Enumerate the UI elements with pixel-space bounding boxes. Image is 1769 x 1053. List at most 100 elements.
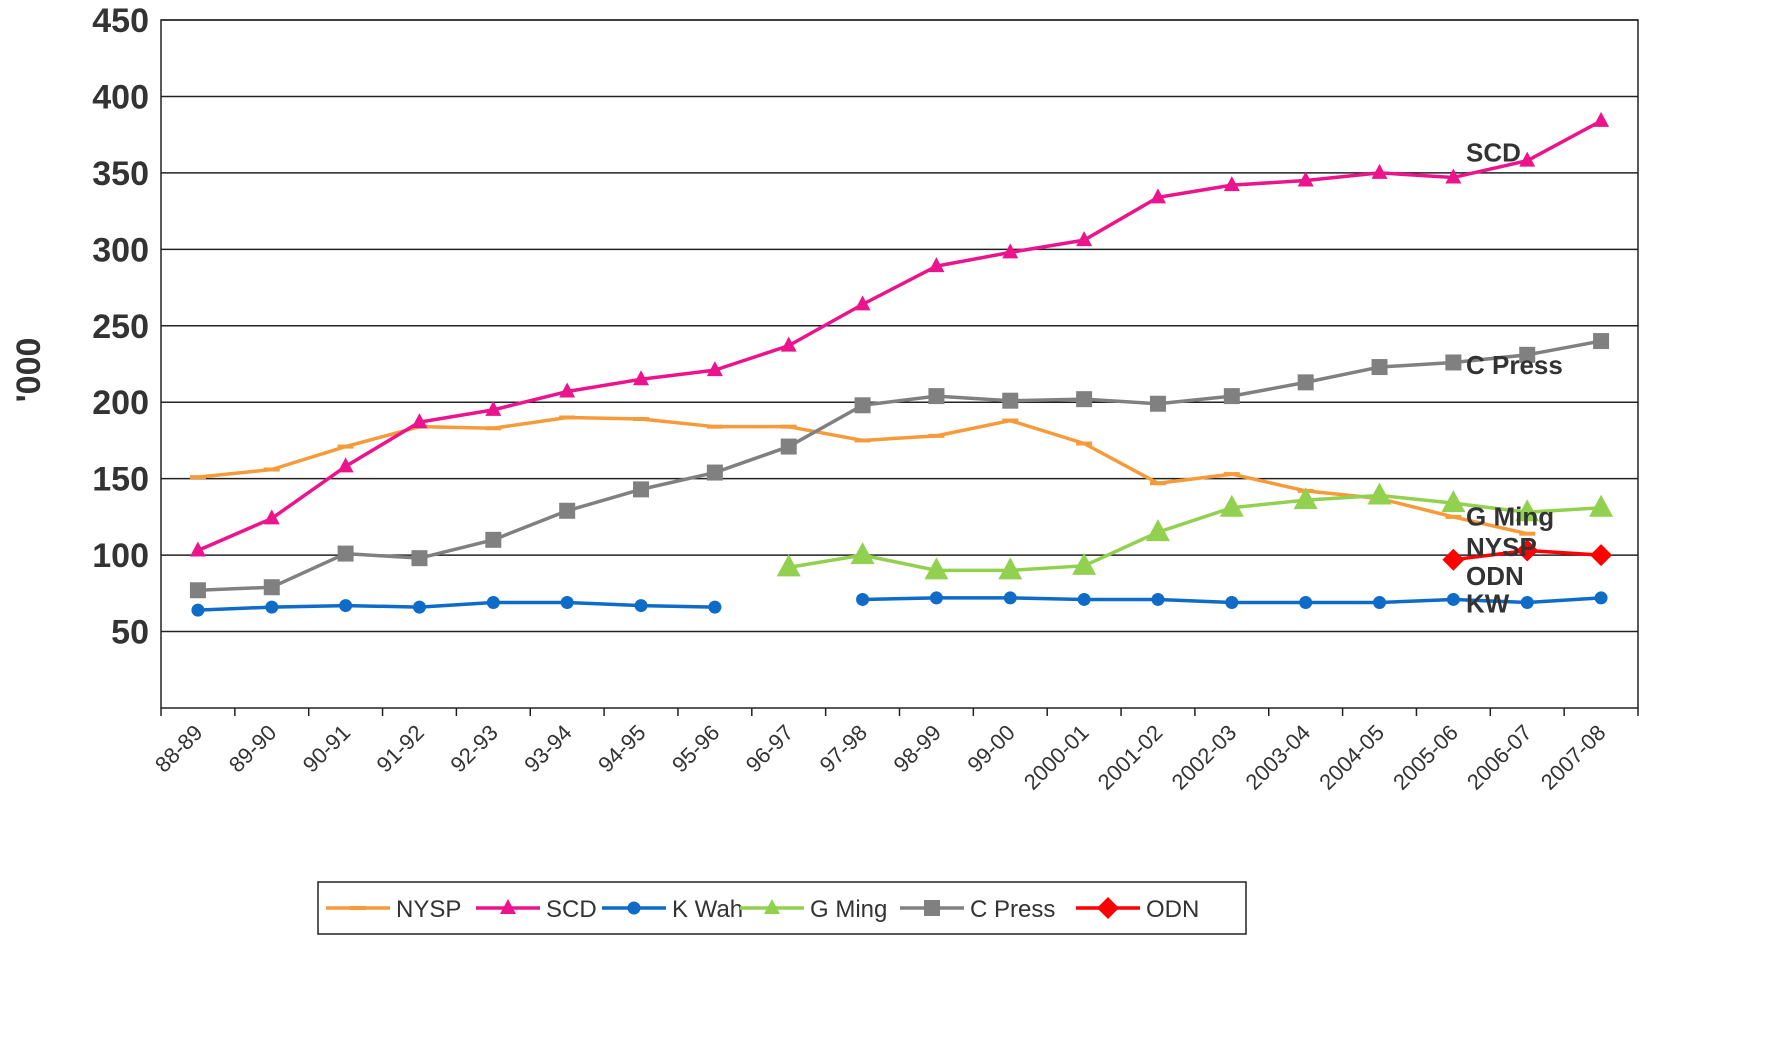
data-point [337,457,354,473]
data-point [1516,539,1539,562]
x-tick-label: 90-91 [298,720,355,777]
data-point [1072,552,1097,575]
data-point [411,550,428,567]
x-tick-label: 97-98 [815,720,872,777]
data-point [1149,188,1166,204]
data-point [1442,548,1465,571]
data-point [780,336,797,352]
data-point [706,361,723,377]
data-point [1593,111,1610,127]
series-line [197,339,1602,593]
data-point [1002,418,1019,423]
data-point [339,599,353,613]
data-point [929,591,943,605]
data-point [1151,592,1165,606]
end-label: KW [1466,589,1510,619]
data-point [1441,490,1466,513]
data-point [1594,591,1608,605]
y-tick-label: 300 [92,231,149,269]
data-point [1297,374,1314,391]
y-tick-label: 100 [92,537,149,575]
data-point [854,397,871,414]
data-point [627,901,641,915]
data-point [633,417,650,422]
data-point [854,295,871,311]
legend-label: C Press [970,896,1055,923]
data-point [559,502,576,519]
x-tick-label: 92-93 [445,720,502,777]
x-tick-label: 98-99 [888,720,945,777]
series-line [197,119,1602,553]
x-tick-label: 99-00 [962,720,1019,777]
legend-label: G Ming [810,896,887,923]
end-label: ODN [1466,561,1524,591]
data-point [191,603,205,617]
end-label: C Press [1466,350,1563,380]
data-point [1223,176,1240,192]
legend-label: K Wah [672,896,743,923]
series-g-ming [776,482,1614,580]
x-tick-label: 2001-02 [1093,720,1168,795]
data-point [559,415,576,420]
y-tick-label: 200 [92,384,149,422]
data-point [1371,359,1388,376]
data-point [1002,243,1019,259]
data-point [1520,596,1534,610]
data-point [998,557,1023,580]
x-tick-label: 95-96 [667,720,724,777]
y-tick-label: 450 [92,2,149,40]
data-point [1445,168,1462,184]
x-tick-label: 2005-06 [1388,720,1463,795]
data-point [1002,392,1019,409]
data-point [263,579,280,596]
x-tick-label: 89-90 [224,720,281,777]
data-point [263,467,280,472]
x-tick-label: 2003-04 [1240,720,1315,795]
data-point [1593,333,1610,350]
data-point [780,438,797,455]
data-point [1590,544,1613,567]
data-point [1445,354,1462,371]
data-point [764,899,780,914]
y-tick-label: 350 [92,155,149,193]
data-point [1223,388,1240,405]
data-point [928,388,945,405]
series-c-press [189,333,1610,599]
data-point [1223,472,1240,477]
legend-label: ODN [1146,896,1199,923]
end-label: NYSP [1466,532,1537,562]
data-point [1076,231,1093,247]
data-point [1003,591,1017,605]
data-point [189,475,206,480]
x-tick-label: 2002-03 [1167,720,1242,795]
data-point [706,424,723,429]
data-point [708,600,722,614]
y-tick-label: 400 [92,78,149,116]
data-point [1293,487,1318,510]
data-point [1225,596,1239,610]
data-point [1297,171,1314,187]
x-tick-label: 2006-07 [1462,720,1537,795]
x-tick-label: 91-92 [372,720,429,777]
data-point [924,900,940,916]
x-tick-label: 2000-01 [1019,720,1094,795]
series-line [788,493,1602,573]
data-point [854,438,871,443]
x-tick-label: 88-89 [150,720,207,777]
data-point [1076,391,1093,408]
data-point [1299,596,1313,610]
data-point [486,596,500,610]
data-point [1373,596,1387,610]
data-point [559,382,576,398]
data-point [337,444,354,449]
data-point [633,481,650,498]
data-point [485,531,502,548]
series-scd [189,111,1610,557]
series-nysp [189,415,1536,536]
series-k-wah [191,591,1608,617]
data-point [1515,499,1540,522]
data-point [350,906,366,910]
legend: NYSP SCD K Wah G Ming C Press ODN [317,881,1247,935]
